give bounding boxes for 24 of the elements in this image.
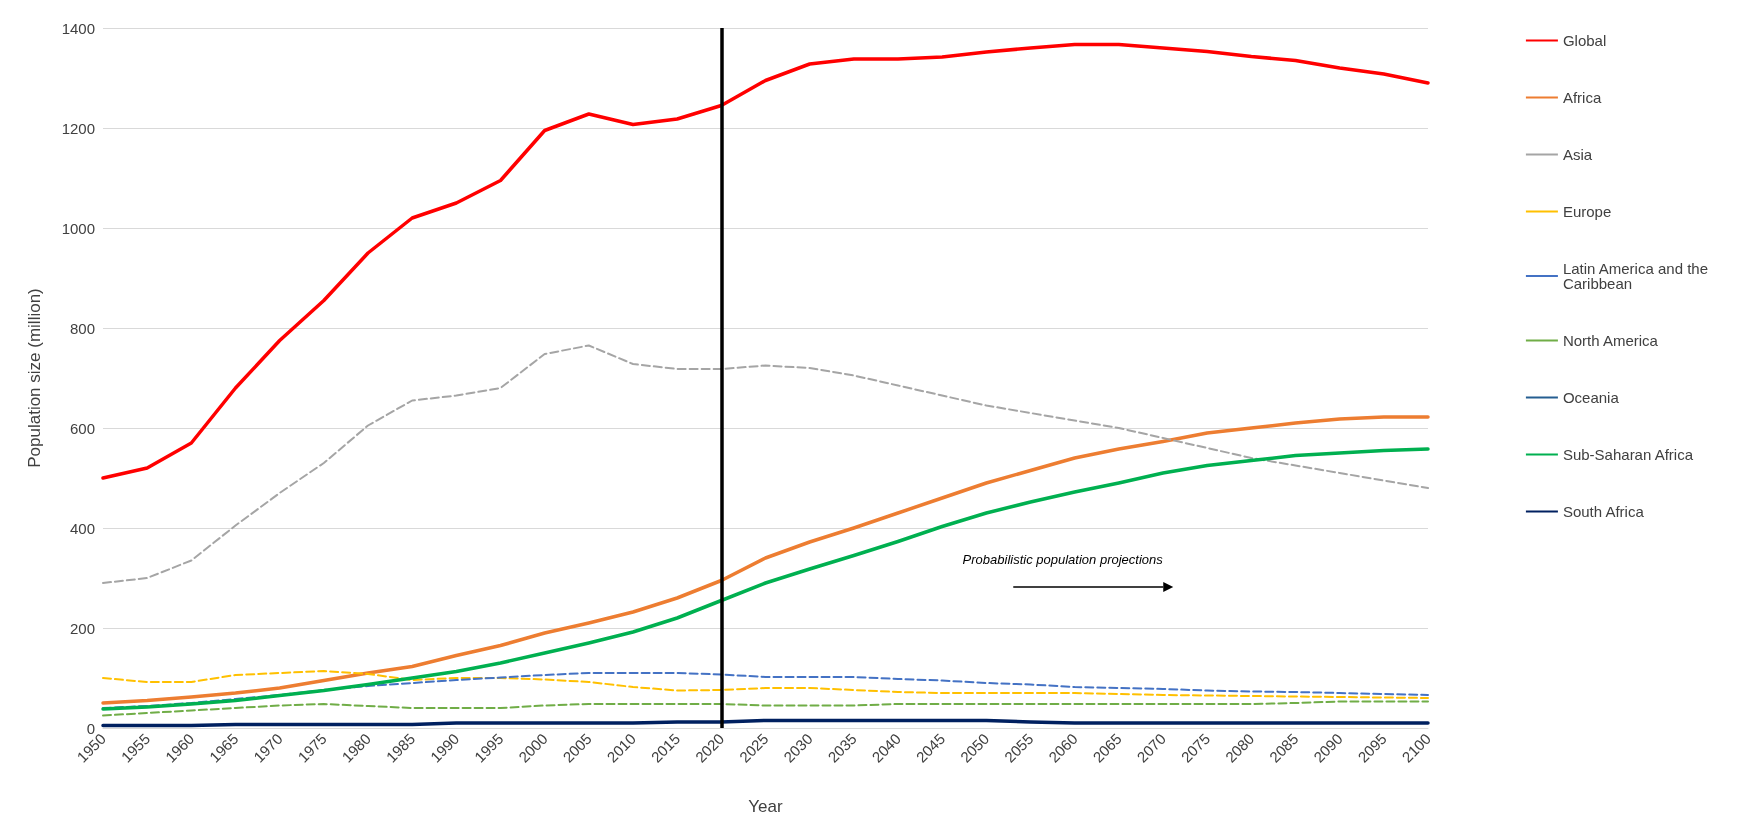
y-tick-label: 800 xyxy=(69,319,95,337)
legend-label: Africa xyxy=(1562,89,1602,106)
y-tick-label: 400 xyxy=(69,519,95,537)
legend-label: Sub-Saharan Africa xyxy=(1562,446,1694,463)
x-axis-title: Year xyxy=(748,797,784,816)
legend-label: Europe xyxy=(1562,203,1612,220)
legend-label: Latin America and the Caribbean xyxy=(1562,260,1713,292)
line-series xyxy=(102,670,1429,699)
y-tick-label: 1000 xyxy=(61,219,95,237)
line-series xyxy=(102,700,1429,717)
legend-label: Asia xyxy=(1562,146,1593,163)
y-tick-label: 0 xyxy=(86,719,95,737)
legend-label: South Africa xyxy=(1562,503,1645,520)
y-tick-label: 1400 xyxy=(61,19,95,37)
y-tick-label: 600 xyxy=(69,419,95,437)
line-series xyxy=(101,42,1430,480)
y-axis-title: Population size (million) xyxy=(25,288,44,468)
line-series xyxy=(102,344,1429,584)
y-tick-label: 1200 xyxy=(61,119,95,137)
annotation: Probabilistic population projections xyxy=(962,552,1164,568)
y-tick-label: 200 xyxy=(69,619,95,637)
legend-label: North America xyxy=(1562,332,1659,349)
legend-label: Global xyxy=(1562,32,1607,49)
legend-label: Oceania xyxy=(1562,389,1620,406)
